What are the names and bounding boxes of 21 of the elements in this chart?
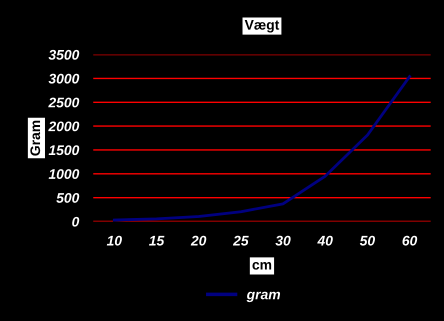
y-tick-label: 1000 [48, 169, 80, 179]
y-tick-label: 3000 [48, 74, 80, 84]
x-tick-label: 60 [402, 236, 418, 246]
legend-label: gram [246, 292, 280, 302]
x-tick-label: 10 [106, 236, 122, 246]
y-tick-label: 3500 [48, 50, 80, 60]
y-axis-title: Gram [30, 120, 40, 156]
x-tick-label: 20 [190, 236, 206, 246]
line-series [112, 75, 411, 222]
x-tick-label: 15 [149, 236, 164, 246]
y-tick-label: 2500 [48, 98, 80, 108]
x-tick-label: 30 [275, 236, 291, 246]
x-tick-label: 25 [232, 236, 249, 246]
y-tick-label: 2000 [48, 121, 80, 132]
chart-title: Vægt [244, 20, 280, 33]
x-axis-title: cm [252, 262, 272, 270]
x-tick-label: 50 [360, 236, 375, 246]
y-tick-label: 0 [72, 216, 80, 227]
y-tick-label: 1500 [48, 145, 80, 156]
x-tick-label: 40 [317, 236, 333, 246]
y-tick-label: 500 [56, 192, 80, 203]
